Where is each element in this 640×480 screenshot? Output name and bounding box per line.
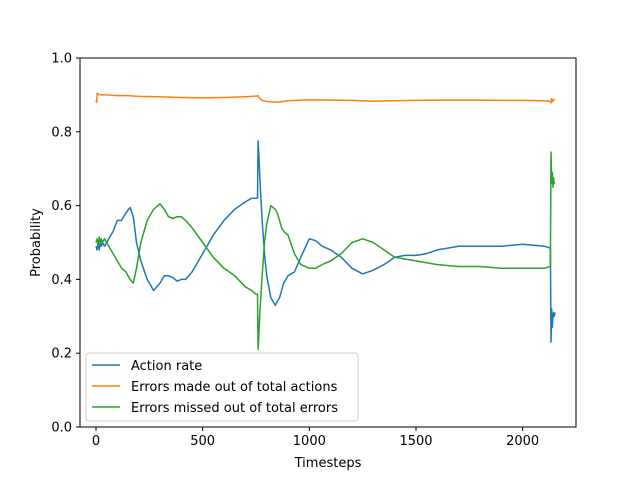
legend-label-1: Errors made out of total actions <box>131 380 338 395</box>
x-tick-label: 500 <box>190 434 215 449</box>
x-tick-label: 2000 <box>506 434 539 449</box>
y-tick-label: 1.0 <box>51 52 72 67</box>
y-tick-label: 0.2 <box>51 347 72 362</box>
y-tick-label: 0.4 <box>51 273 72 288</box>
y-axis: 0.0 0.2 0.4 0.6 0.8 1.0 <box>51 52 80 436</box>
x-tick-label: 1000 <box>293 434 326 449</box>
y-tick-label: 0.0 <box>51 421 72 436</box>
legend-label-0: Action rate <box>131 359 202 374</box>
y-tick-label: 0.6 <box>51 199 72 214</box>
series-line-0 <box>95 140 556 343</box>
plot-area-frame <box>79 57 577 428</box>
x-tick-label: 0 <box>92 434 100 449</box>
x-axis: 0 500 1000 1500 2000 <box>92 427 539 449</box>
legend: Action rate Errors made out of total acti… <box>85 352 359 422</box>
series-line-1 <box>95 92 556 104</box>
x-tick-label: 1500 <box>399 434 432 449</box>
legend-label-2: Errors missed out of total errors <box>131 401 338 416</box>
series-line-2 <box>95 151 556 351</box>
series-layer <box>95 92 556 351</box>
y-tick-label: 0.8 <box>51 125 72 140</box>
y-axis-label: Probability <box>29 208 44 277</box>
legend-box <box>85 352 359 422</box>
x-axis-label: Timesteps <box>294 456 362 471</box>
